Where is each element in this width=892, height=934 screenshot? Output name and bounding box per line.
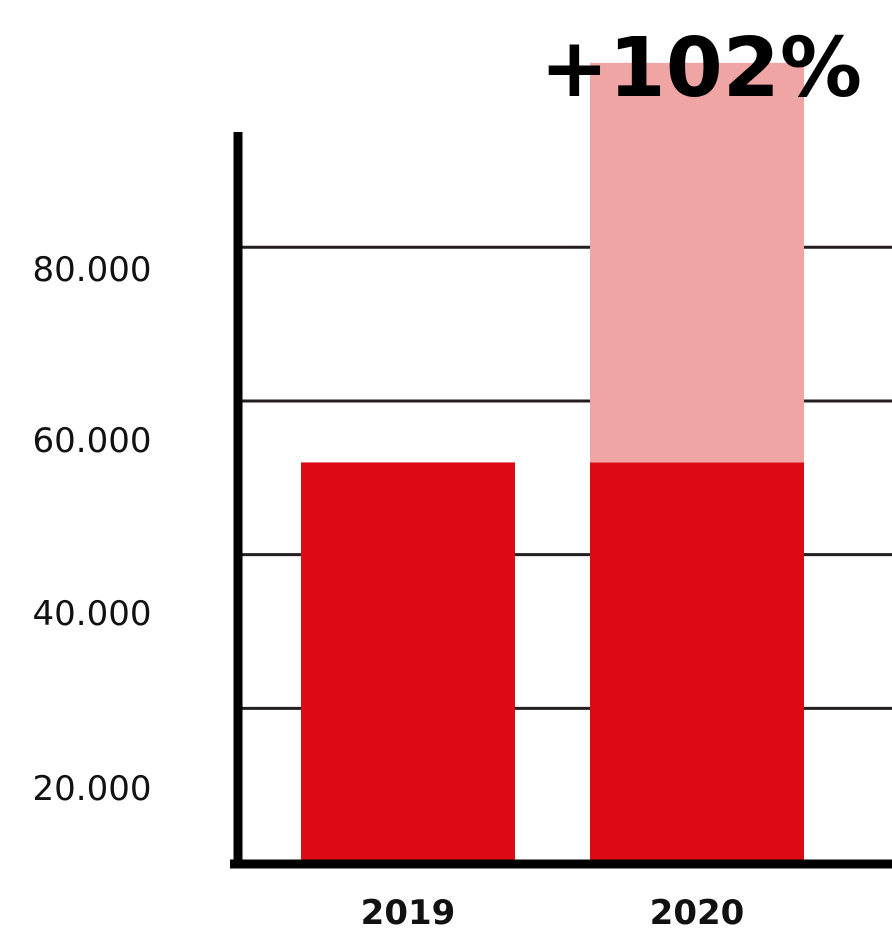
labels: 20.000 40.000 60.000 80.000 2019 2020 bbox=[33, 250, 745, 933]
y-tick-label: 80.000 bbox=[33, 250, 152, 290]
y-tick-label: 20.000 bbox=[33, 769, 152, 809]
bar-2019-segment-1 bbox=[301, 462, 515, 862]
bar-2020-segment-1 bbox=[590, 462, 804, 862]
growth-annotation: +102% bbox=[540, 21, 862, 116]
bars bbox=[301, 62, 804, 862]
x-tick-label: 2020 bbox=[650, 893, 745, 933]
axes bbox=[230, 132, 892, 869]
x-tick-label: 2019 bbox=[361, 893, 456, 933]
y-tick-label: 60.000 bbox=[33, 421, 152, 461]
bar-2020-segment-2 bbox=[590, 62, 804, 463]
y-tick-label: 40.000 bbox=[33, 594, 152, 634]
